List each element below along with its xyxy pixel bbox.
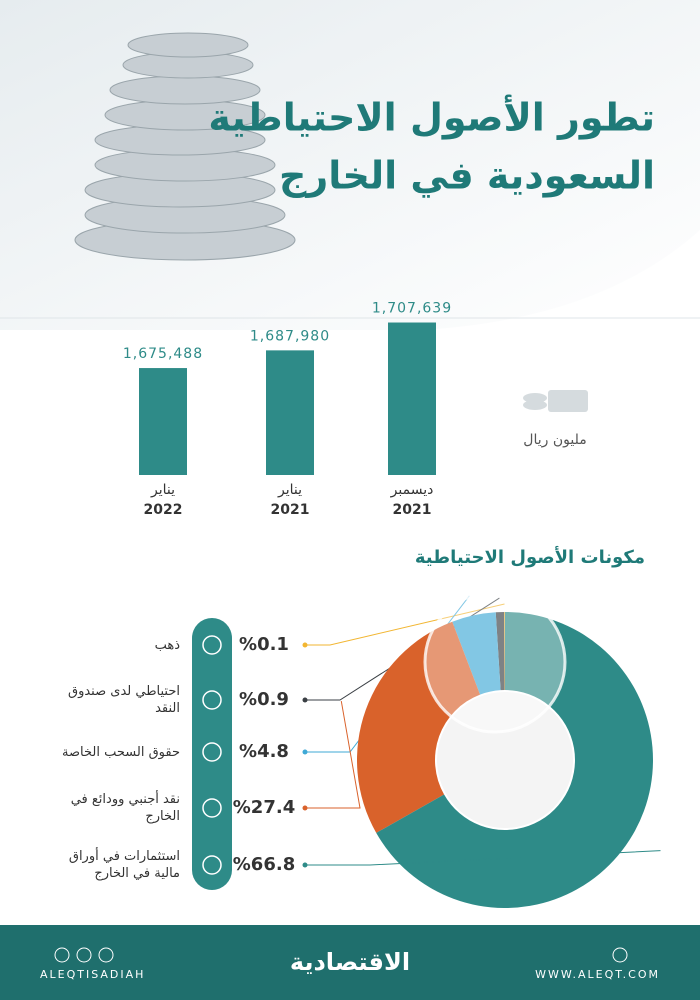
leader-dot xyxy=(302,749,308,755)
title-line: تطور الأصول الاحتياطية xyxy=(208,94,655,140)
legend-icon xyxy=(202,635,222,655)
legend-icon xyxy=(202,742,222,762)
leader-dot xyxy=(302,642,308,648)
coin-stack xyxy=(74,32,296,261)
legend-icon xyxy=(202,855,222,875)
category-year: 2021 xyxy=(271,502,310,518)
value-label: 1,707,639 xyxy=(372,301,452,317)
donut-segment xyxy=(504,612,505,691)
legend-name: احتياطي لدى صندوق النقد xyxy=(67,684,180,716)
donut-segment xyxy=(495,612,505,691)
bar xyxy=(388,322,436,475)
legend-value: %27.4 xyxy=(233,797,295,818)
category-year: 2021 xyxy=(393,502,432,518)
title-line: السعودية في الخارج xyxy=(279,154,655,198)
value-label: 1,687,980 xyxy=(250,328,330,344)
legend-pill xyxy=(192,618,232,890)
leader-dot xyxy=(302,805,308,811)
donut-hole xyxy=(437,692,573,828)
bar xyxy=(266,350,314,475)
legend-name: ذهب xyxy=(154,637,180,653)
bar xyxy=(139,368,187,475)
donut-segment xyxy=(357,621,481,833)
legend-value: %66.8 xyxy=(233,854,295,875)
legend-value: %4.8 xyxy=(239,741,289,762)
category-label: يناير xyxy=(277,482,302,498)
footer-website: WWW.ALEQT.COM xyxy=(535,968,660,981)
leader-line xyxy=(305,850,661,866)
footer-band xyxy=(0,925,700,1000)
legend-value: %0.9 xyxy=(239,689,289,710)
unit-label: مليون ريال xyxy=(523,432,586,448)
legend-name: حقوق السحب الخاصة xyxy=(62,744,180,760)
legend-icon xyxy=(202,690,222,710)
value-label: 1,675,488 xyxy=(123,346,203,362)
category-year: 2022 xyxy=(144,502,183,518)
legend-name: نقد أجنبي وودائع في الخارج xyxy=(70,792,180,824)
legend-value: %0.1 xyxy=(239,634,289,655)
legend-icon xyxy=(202,798,222,818)
legend-name: استثمارات في أوراق مالية في الخارج xyxy=(68,849,180,881)
section-title: مكونات الأصول الاحتياطية xyxy=(415,546,645,568)
category-label: ديسمبر xyxy=(390,482,434,498)
social-icons xyxy=(54,947,628,963)
category-label: يناير xyxy=(150,482,175,498)
leader-line xyxy=(305,603,505,646)
footer-logo: الاقتصادية xyxy=(290,948,410,976)
lens xyxy=(423,590,567,734)
money-icon xyxy=(523,390,588,412)
leader-dot xyxy=(302,862,308,868)
leader-line xyxy=(305,700,361,809)
leader-dot xyxy=(302,697,308,703)
donut-segment xyxy=(376,612,653,908)
footer-handle: ALEQTISADIAH xyxy=(40,968,145,981)
donut-segment xyxy=(452,612,501,695)
